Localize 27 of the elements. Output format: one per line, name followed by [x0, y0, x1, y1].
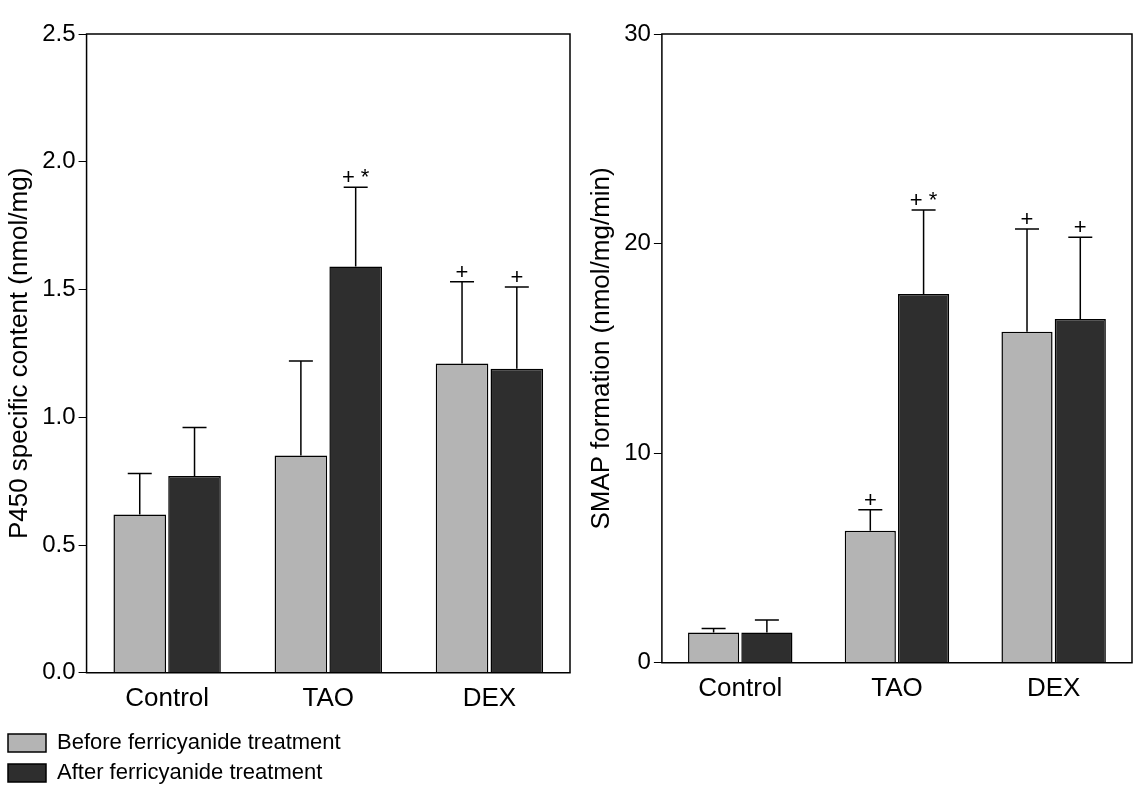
y-tick-label: 20 — [624, 228, 651, 256]
x-tick-label: TAO — [871, 671, 923, 702]
x-tick-label: DEX — [1026, 671, 1081, 702]
y-tick-label: 1.5 — [42, 274, 76, 302]
y-tick-label: 2.5 — [42, 18, 76, 46]
y-tick-label: 0.0 — [42, 657, 76, 685]
y-axis-title: P450 specific content (nmol/mg) — [2, 167, 33, 540]
annotation: + — [455, 258, 469, 284]
annotation: + * — [909, 187, 938, 213]
y-tick-label: 10 — [624, 437, 651, 465]
annotation: + — [863, 486, 877, 512]
x-tick-label: Control — [698, 671, 783, 702]
y-tick-label: 0.5 — [42, 529, 76, 557]
legend-label: After ferricyanide treatment — [57, 759, 323, 785]
annotation: + — [1020, 205, 1034, 231]
x-tick-label: TAO — [302, 681, 355, 712]
annotation: + — [510, 264, 524, 290]
annotation: + * — [341, 164, 370, 190]
annotation: + — [1073, 214, 1087, 240]
y-tick-label: 0 — [637, 647, 651, 675]
x-tick-label: Control — [125, 681, 210, 712]
y-tick-label: 1.0 — [42, 401, 76, 429]
y-tick-label: 2.0 — [42, 146, 76, 174]
legend-label: Before ferricyanide treatment — [57, 729, 341, 755]
y-axis-title: SMAP formation (nmol/mg/min) — [584, 167, 615, 530]
y-tick-label: 30 — [624, 18, 651, 46]
x-tick-label: DEX — [462, 681, 517, 712]
